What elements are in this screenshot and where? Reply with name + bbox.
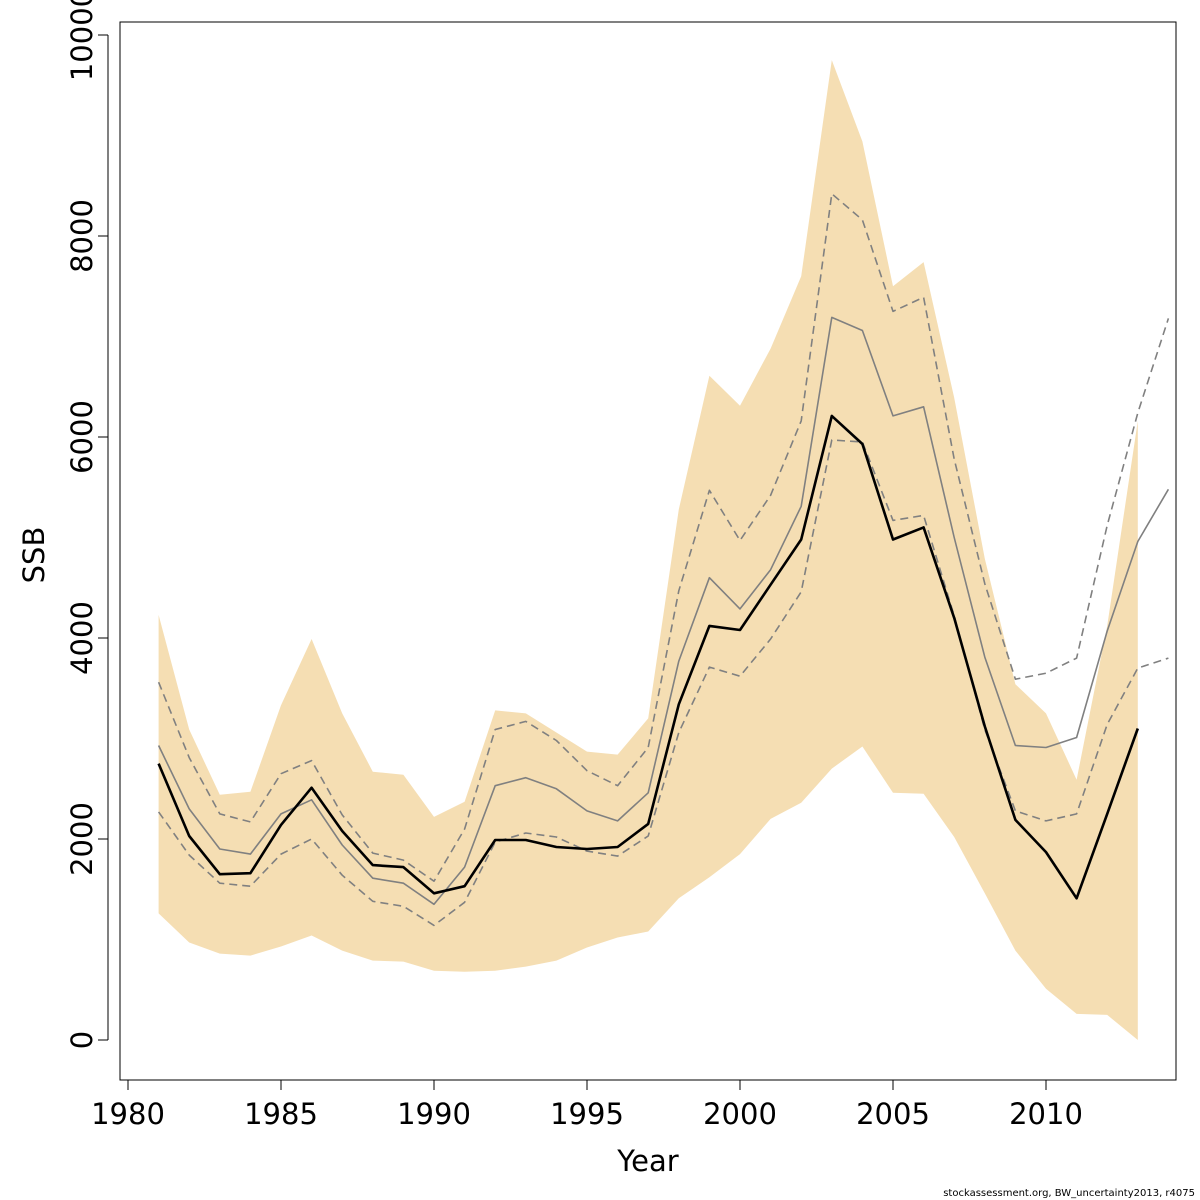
footer-credit: stockassessment.org, BW_uncertainty2013,… <box>943 1188 1195 1199</box>
y-tick-label: 0 <box>65 1031 99 1049</box>
series-lines-layer <box>157 193 1170 927</box>
y-tick-label: 8000 <box>65 199 99 273</box>
x-tick-label: 1990 <box>397 1097 471 1131</box>
series-line-main <box>157 414 1140 900</box>
y-tick-label: 4000 <box>65 601 99 675</box>
confidence-band <box>158 60 1138 1041</box>
y-tick-label: 2000 <box>65 802 99 876</box>
x-tick-label: 1985 <box>244 1097 318 1131</box>
axes-layer: 1980 1985 1990 1995 2000 2005 2010 0 2000 4000 600… <box>65 0 1083 1131</box>
x-tick-label: 1995 <box>550 1097 624 1131</box>
x-tick-label: 2000 <box>703 1097 777 1131</box>
y-tick-label: 6000 <box>65 400 99 474</box>
y-tick-label: 10000 <box>65 0 99 81</box>
x-axis-title: Year <box>616 1144 678 1178</box>
series-line-alternate <box>157 316 1170 906</box>
x-tick-label: 2005 <box>856 1097 930 1131</box>
x-tick-label: 2010 <box>1009 1097 1083 1131</box>
y-axis-title: SSB <box>17 527 51 584</box>
x-tick-label: 1980 <box>91 1097 165 1131</box>
series-line-dashed-upper <box>157 193 1170 883</box>
confidence-band-layer <box>158 60 1138 1041</box>
